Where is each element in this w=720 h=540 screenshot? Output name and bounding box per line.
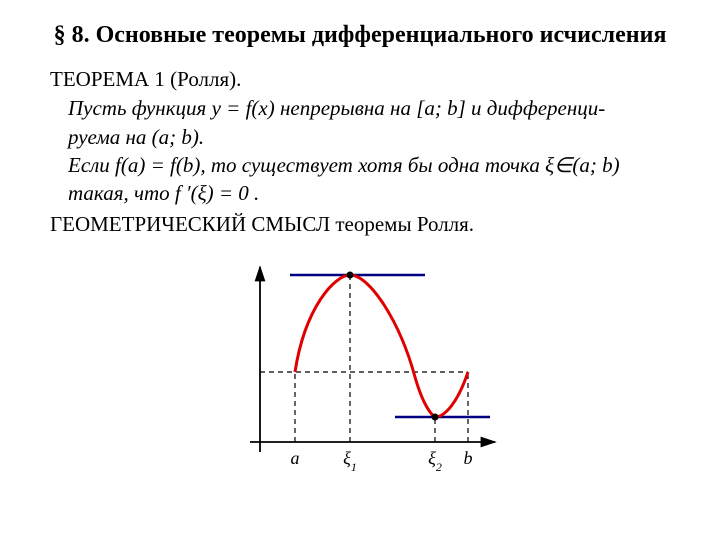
rolle-graph: a ξ1 ξ2 b — [210, 247, 510, 487]
t-line1-sep: ; — [435, 96, 447, 120]
t-line3-b2: b — [602, 153, 613, 177]
t-line3-mid1: ) = f( — [138, 153, 183, 177]
t-line1-post: ] и дифференци- — [458, 96, 606, 120]
t-line2-b: b — [181, 125, 192, 149]
t-line1-pre: Пусть функция — [68, 96, 212, 120]
t-line3-b: b — [183, 153, 194, 177]
t-line1-a: a — [424, 96, 435, 120]
t-line1-b: b — [447, 96, 458, 120]
svg-text:ξ2: ξ2 — [428, 448, 442, 474]
t-line2-a: a — [159, 125, 170, 149]
t-line2-post: ). — [192, 125, 204, 149]
svg-text:b: b — [464, 448, 473, 468]
t-line1-eq: y = f(x) — [212, 96, 275, 120]
t-line3-pre: Если f( — [68, 153, 128, 177]
t-line3-mid2: ), то существует хотя бы одна точка ξ∈( — [193, 153, 579, 177]
geom-label: ГЕОМЕТРИЧЕСКИЙ СМЫСЛ теоремы Ролля. — [50, 212, 670, 237]
page-title: § 8. Основные теоремы дифференциального … — [50, 20, 670, 51]
t-line4: такая, что f ′(ξ) = 0 . — [68, 181, 259, 205]
t-line3-post: ) — [613, 153, 620, 177]
graph-container: a ξ1 ξ2 b — [50, 247, 670, 492]
t-line2-pre: руема на ( — [68, 125, 159, 149]
t-line1-mid: непрерывна на [ — [275, 96, 425, 120]
svg-text:ξ1: ξ1 — [343, 448, 357, 474]
t-line3-sep2: ; — [590, 153, 602, 177]
t-line2-sep: ; — [169, 125, 181, 149]
t-line3-a: a — [128, 153, 139, 177]
t-line3-a2: a — [579, 153, 590, 177]
svg-text:a: a — [291, 448, 300, 468]
theorem-body: Пусть функция y = f(x) непрерывна на [a;… — [50, 94, 670, 207]
theorem-label: ТЕОРЕМА 1 (Ролля). — [50, 67, 670, 92]
